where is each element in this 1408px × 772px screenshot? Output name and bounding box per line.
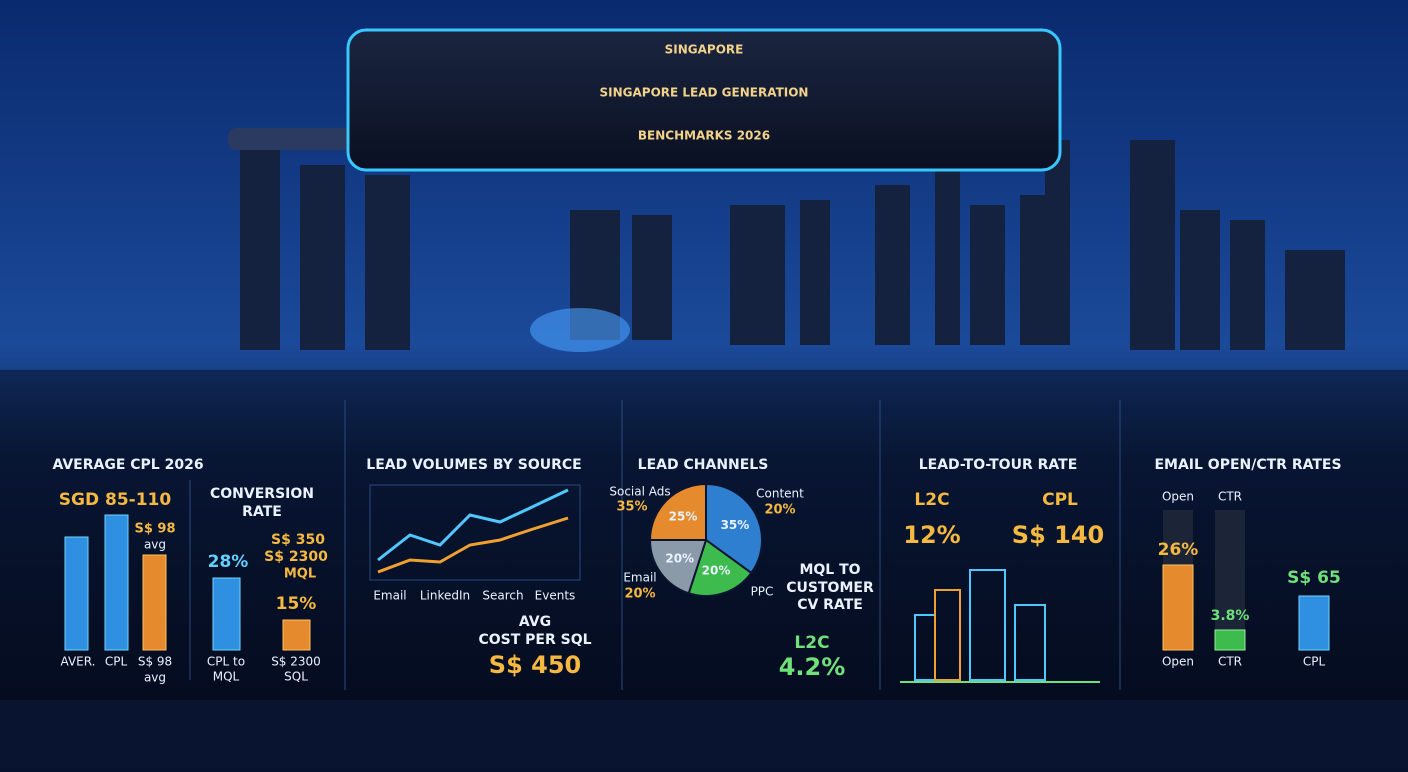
- pie-slice: [705, 482, 763, 575]
- value: 35%: [616, 500, 647, 515]
- title-line: SINGAPORE: [665, 43, 744, 57]
- cpl-bars: [64, 514, 167, 651]
- chart-frame: [369, 484, 581, 581]
- value: 4.2%: [779, 653, 846, 681]
- label: Open: [1162, 490, 1194, 504]
- slice-label: 25%: [669, 510, 698, 524]
- value: MQL: [284, 567, 316, 582]
- label: L2C: [914, 490, 949, 510]
- value: 20%: [624, 587, 655, 602]
- heading: LEAD-TO-TOUR RATE: [919, 457, 1078, 473]
- bar-value: S$ 98: [134, 522, 175, 537]
- label: AVG: [519, 614, 551, 630]
- bar-label: S$ 98: [138, 655, 172, 669]
- artscience: [530, 308, 630, 352]
- water: [0, 700, 1408, 768]
- city-icon: [900, 569, 1100, 683]
- label: SQL: [284, 670, 308, 684]
- value: S$ 65: [1287, 568, 1341, 588]
- label: Content: [756, 487, 804, 501]
- x-label: Events: [535, 589, 576, 603]
- label: Email: [623, 571, 656, 585]
- x-label: Email: [373, 589, 406, 603]
- title-banner: [346, 28, 1062, 172]
- slice-label: 35%: [721, 518, 750, 532]
- heading: LEAD CHANNELS: [638, 457, 769, 473]
- label: L2C: [794, 633, 829, 653]
- title-line: BENCHMARKS 2026: [638, 129, 770, 143]
- label: COST PER SQL: [478, 632, 591, 648]
- trend-line: [377, 488, 569, 562]
- value: 12%: [903, 521, 960, 549]
- label: CPL: [1042, 490, 1078, 510]
- label: CTR: [1218, 490, 1242, 504]
- pie: 35% 20% 20% 25%: [648, 482, 763, 597]
- bar: [1298, 595, 1330, 651]
- bar-note: avg: [144, 538, 166, 552]
- x-label: Search: [482, 589, 523, 603]
- value: 20%: [764, 503, 795, 518]
- bar: [1162, 564, 1194, 651]
- bar-label: AVER.: [61, 655, 96, 669]
- heading: CONVERSION: [210, 486, 314, 502]
- heading: AVERAGE CPL 2026: [52, 457, 203, 473]
- x-label: LinkedIn: [420, 589, 470, 603]
- label: CUSTOMER: [786, 580, 874, 596]
- pie-slice: [648, 539, 708, 595]
- pie-slice: [648, 482, 707, 541]
- value: S$ 450: [489, 651, 581, 679]
- label: CV RATE: [797, 597, 863, 613]
- value: S$ 140: [1012, 521, 1104, 549]
- trend-line: [377, 516, 569, 574]
- slice-label: 20%: [702, 563, 731, 577]
- pie-slice: [687, 538, 753, 597]
- label: MQL TO: [799, 562, 860, 578]
- bar-label: CPL: [105, 655, 128, 669]
- title-line: SINGAPORE LEAD GENERATION: [600, 86, 809, 100]
- value: S$ 2300: [264, 549, 328, 565]
- value: S$ 350: [271, 532, 325, 548]
- heading: RATE: [242, 504, 282, 520]
- label: S$ 2300: [271, 655, 321, 669]
- heading: LEAD VOLUMES BY SOURCE: [366, 457, 581, 473]
- value: 15%: [276, 594, 317, 614]
- label: MQL: [213, 670, 240, 684]
- range: SGD 85-110: [59, 490, 172, 510]
- heading: EMAIL OPEN/CTR RATES: [1154, 457, 1341, 473]
- value: 26%: [1158, 540, 1199, 560]
- label: PPC: [751, 585, 774, 599]
- label: Open: [1162, 655, 1194, 669]
- dividers: [189, 400, 1121, 690]
- label: CPL to: [207, 655, 245, 669]
- bar: [1214, 629, 1246, 651]
- bar: [212, 577, 241, 651]
- label: CTR: [1218, 655, 1242, 669]
- bar-label: avg: [144, 671, 166, 685]
- bar-track: [1215, 510, 1245, 650]
- label: CPL: [1303, 655, 1326, 669]
- value: 28%: [208, 552, 249, 572]
- value: 3.8%: [1211, 608, 1250, 624]
- label: Social Ads: [609, 485, 670, 499]
- bar: [282, 619, 311, 651]
- slice-label: 20%: [665, 552, 694, 566]
